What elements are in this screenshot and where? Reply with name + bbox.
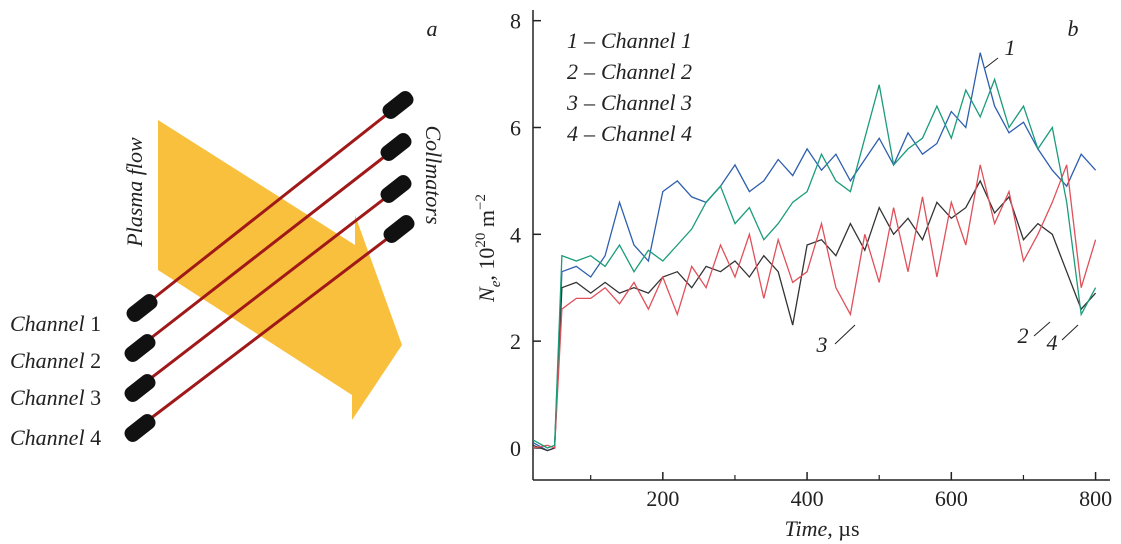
legend-name: Channel 4 (601, 121, 692, 146)
annotation-leader (834, 324, 856, 345)
annotation-leader (1061, 324, 1079, 341)
collimator (382, 91, 414, 119)
legend-name: Channel 2 (601, 59, 692, 84)
legend-separator: – (583, 59, 596, 84)
channel-label: Channel 1 (10, 311, 101, 336)
beam (144, 106, 396, 307)
y-tick-label: 6 (510, 116, 521, 141)
ylabel-symbol: N (474, 286, 499, 303)
channel-word: Channel (10, 311, 85, 336)
channel-number: 3 (90, 385, 101, 410)
collimator (383, 215, 415, 243)
legend-id: 2 (567, 59, 578, 84)
plasma-flow-label: Plasma flow (122, 137, 147, 248)
channel-label: Channel 4 (10, 425, 101, 450)
beams (141, 106, 397, 427)
series-line (532, 179, 1097, 452)
annotation-leader (1033, 321, 1051, 337)
y-axis-label: Ne, 1020 m−2 (473, 194, 504, 303)
ylabel-subscript: e (488, 280, 504, 287)
legend-separator: – (583, 90, 596, 115)
legend-separator: – (583, 121, 596, 146)
channel-word: Channel (10, 425, 85, 450)
collimator (380, 175, 412, 203)
collimator (124, 414, 156, 442)
curve-annotation: 4 (1047, 330, 1058, 355)
x-tick-label: 800 (1079, 486, 1112, 511)
channel-label: Channel 3 (10, 385, 101, 410)
curve-annotation: 3 (816, 332, 828, 357)
collimator (124, 334, 156, 362)
x-tick-label: 600 (935, 486, 968, 511)
collimator (124, 374, 156, 402)
xlabel-rest: , µs (827, 516, 859, 541)
channel-word: Channel (10, 348, 85, 373)
collimators-label: Collmators (421, 125, 446, 224)
curve-annotation: 1 (1005, 35, 1016, 60)
channel-number: 2 (90, 348, 101, 373)
y-tick-label: 2 (510, 329, 521, 354)
legend-entry: 1– Channel 1 (567, 28, 692, 53)
xlabel-italic: Time (784, 516, 827, 541)
y-tick-label: 8 (510, 9, 521, 34)
channel-number: 4 (90, 425, 101, 450)
series-line (532, 164, 1097, 449)
y-tick-label: 4 (510, 222, 521, 247)
legend-separator: – (583, 28, 596, 53)
series-line (532, 52, 1097, 452)
channel-word: Channel (10, 385, 85, 410)
collimators (124, 91, 415, 442)
legend-id: 4 (567, 121, 578, 146)
collimator (126, 294, 158, 322)
panel-label: b (1068, 16, 1079, 41)
legend-entry: 2– Channel 2 (567, 59, 692, 84)
x-tick-label: 200 (646, 486, 679, 511)
legend-name: Channel 1 (601, 28, 692, 53)
curve-annotation: 2 (1018, 323, 1029, 348)
legend-name: Channel 3 (601, 90, 692, 115)
legend-entry: 3– Channel 3 (566, 90, 692, 115)
ylabel-text: , 10 (474, 248, 499, 281)
plasma-arrow (158, 120, 402, 420)
ylabel-unit: m (474, 210, 499, 233)
series-line (532, 77, 1097, 449)
beam (141, 190, 394, 387)
annotation-leader (984, 57, 999, 69)
legend-id: 3 (566, 90, 578, 115)
x-axis-label: Time, µs (784, 516, 859, 541)
channel-label: Channel 2 (10, 348, 101, 373)
y-tick-label: 0 (510, 436, 521, 461)
legend-entry: 4– Channel 4 (567, 121, 692, 146)
collimator (380, 133, 412, 161)
panel-label: a (427, 16, 438, 41)
channel-number: 1 (90, 311, 101, 336)
beam (141, 148, 394, 347)
beam (141, 230, 397, 427)
x-tick-label: 400 (791, 486, 824, 511)
ylabel-unit-exponent: −2 (473, 194, 489, 210)
legend-id: 1 (567, 28, 578, 53)
ylabel-exponent: 20 (473, 233, 489, 248)
